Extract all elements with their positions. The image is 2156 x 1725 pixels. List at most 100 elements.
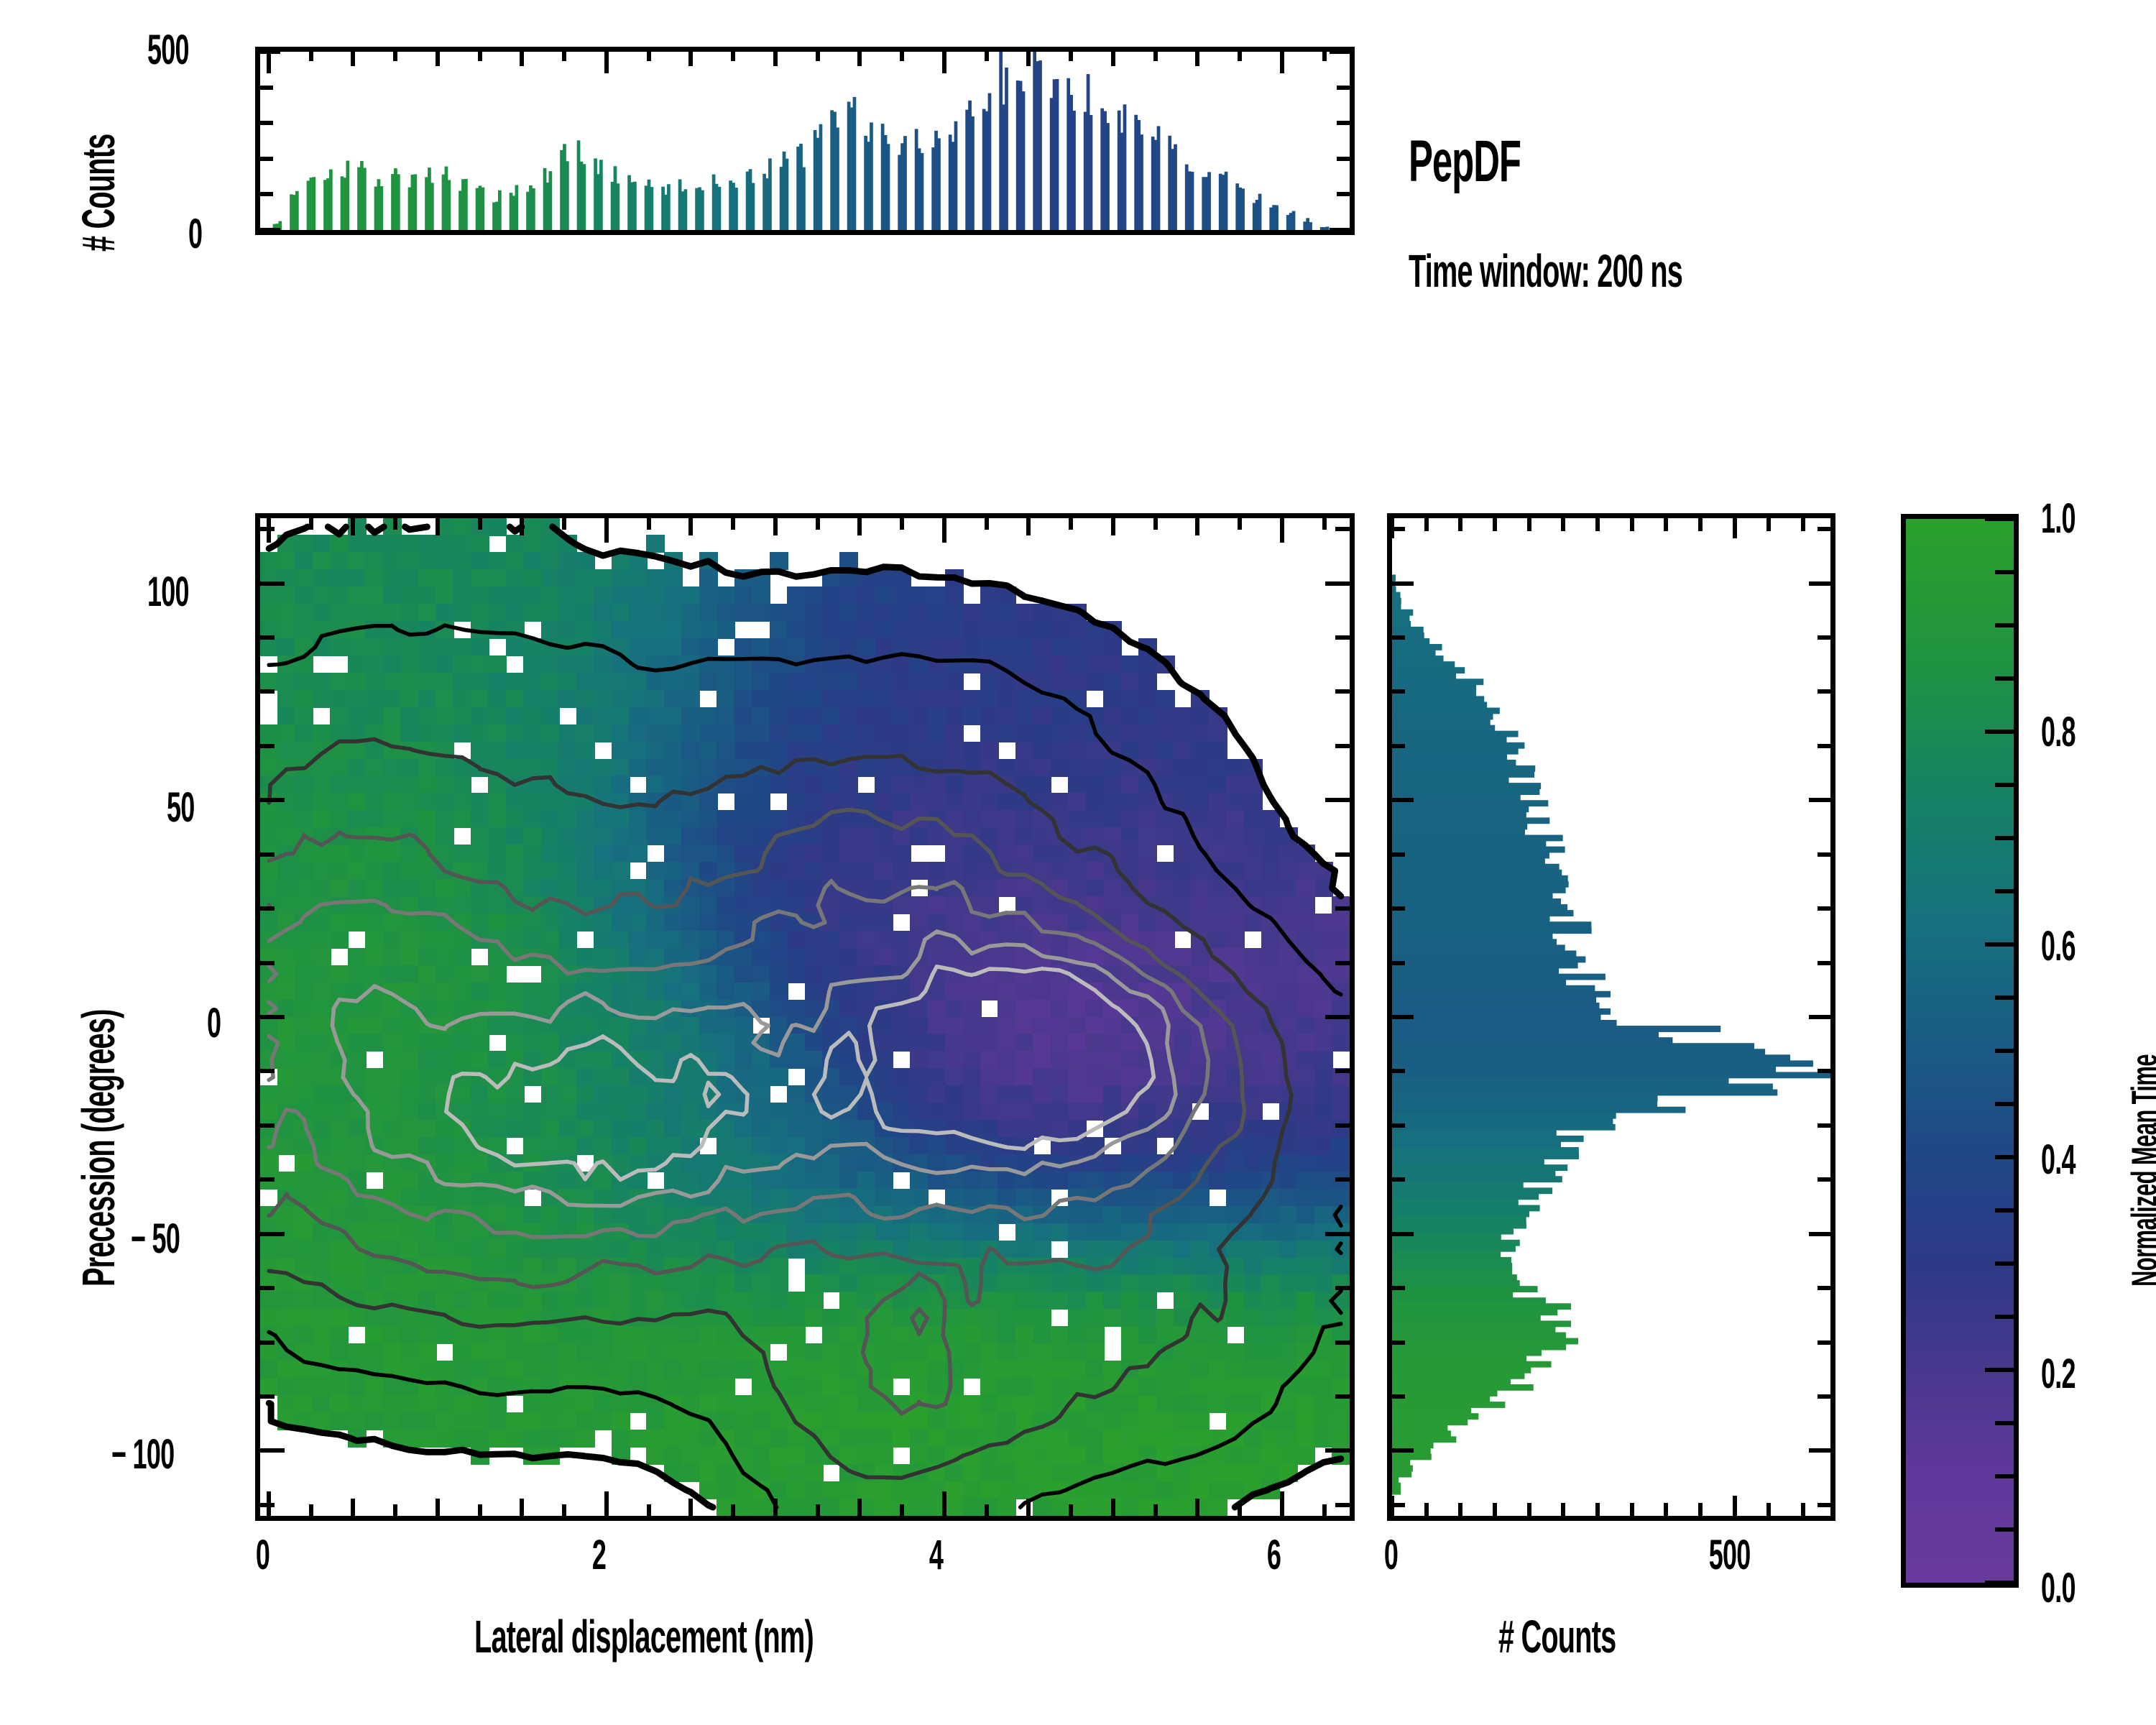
main-xtick-1.25 — [477, 1504, 482, 1516]
righthist-ytick-right-75 — [1818, 689, 1830, 694]
main-xtick-top-4.5 — [1026, 518, 1031, 535]
main-ytick--75 — [260, 1340, 275, 1345]
tophist-xtick-2.5 — [688, 52, 694, 66]
main-xtick-top-4.25 — [984, 518, 989, 530]
cbar-tick-0.60 — [1985, 942, 2014, 947]
colorbar-tick-0-8: 0.8 — [2041, 709, 2076, 755]
tophist-ytick-400 — [260, 85, 273, 90]
main-ytick-right-112.5 — [1335, 527, 1350, 532]
righthist-ytick-12.5 — [1392, 960, 1405, 965]
main-xtick-top-3.5 — [857, 518, 862, 535]
main-ytick-right--75 — [1335, 1340, 1350, 1345]
main-ylabel: Precession (degrees) — [73, 1009, 124, 1287]
main-xtick-3 — [773, 1499, 778, 1516]
righthist-ytick-right-62.5 — [1818, 743, 1830, 748]
main-xtick-2 — [604, 1491, 609, 1516]
cbar-tick-0.80 — [1985, 730, 2014, 734]
main-ytick-right--87.5 — [1335, 1394, 1350, 1399]
main-ytick-right--100 — [1325, 1448, 1350, 1453]
cbar-tick-0.10 — [1995, 1474, 2014, 1478]
main-xtick-5.5 — [1195, 1499, 1200, 1516]
tophist-xtick-6 — [1279, 52, 1284, 73]
main-ytick--50 — [260, 1231, 285, 1236]
main-ytick--62.5 — [260, 1286, 275, 1291]
cbar-tick-0.35 — [1995, 1208, 2014, 1213]
cbar-tick-0.40 — [1995, 1155, 2014, 1159]
righthist-xtick-top-350 — [1629, 518, 1634, 531]
righthist-ytick--75 — [1392, 1340, 1405, 1345]
main-ytick-right-0 — [1325, 1015, 1350, 1019]
top-hist-ytick-500: 500 — [147, 27, 190, 73]
tophist-ytick-right-300 — [1337, 121, 1350, 126]
tophist-ytick-500 — [260, 50, 280, 54]
tophist-ytick-right-0 — [1330, 228, 1350, 232]
main-xtick-top-6.25 — [1322, 518, 1327, 530]
cbar-tick-0.15 — [1995, 1421, 2014, 1425]
main-xtick-2.5 — [688, 1499, 694, 1516]
main-xtick-0.75 — [393, 1504, 398, 1516]
main-xtick-top-2.75 — [731, 518, 736, 530]
righthist-xtick-top-100 — [1458, 518, 1463, 531]
main-ytick-neg100: − 100 — [111, 1431, 175, 1478]
main-xtick-top-5.75 — [1238, 518, 1243, 530]
main-ytick-100: 100 — [147, 569, 190, 615]
righthist-xtick-250 — [1561, 1503, 1566, 1516]
righthist-ytick-right--112.5 — [1818, 1502, 1830, 1507]
colorbar-tick-0-2: 0.2 — [2041, 1351, 2076, 1397]
main-ytick-50: 50 — [167, 784, 195, 831]
tophist-xtick-2.75 — [731, 52, 736, 61]
main-xtick-top-5 — [1110, 518, 1115, 535]
main-ytick-neg50: − 50 — [131, 1215, 180, 1262]
main-xtick-1.75 — [562, 1504, 567, 1516]
tophist-xtick-0.75 — [393, 52, 398, 61]
top-histogram-canvas — [260, 52, 1350, 230]
tophist-xtick-2 — [604, 52, 609, 73]
cbar-tick-0.45 — [1995, 1102, 2014, 1106]
main-xtick-top-1 — [435, 518, 440, 535]
main-xtick-3.75 — [900, 1504, 905, 1516]
main-xtick-0.5 — [351, 1499, 356, 1516]
main-ytick-right--112.5 — [1335, 1502, 1350, 1507]
cbar-tick-0.20 — [1985, 1368, 2014, 1372]
tophist-xtick-1.75 — [562, 52, 567, 61]
main-xtick-top-4.75 — [1069, 518, 1074, 530]
righthist-ytick-right-37.5 — [1818, 852, 1830, 857]
main-xtick-1 — [435, 1499, 440, 1516]
tophist-xtick-6.25 — [1322, 52, 1327, 61]
cbar-tick-0.75 — [1995, 783, 2014, 787]
right-hist-xtick-500: 500 — [1708, 1532, 1751, 1578]
righthist-xtick-300 — [1595, 1503, 1600, 1516]
cbar-tick-0.50 — [1995, 1049, 2014, 1053]
main-ytick-right--12.5 — [1335, 1069, 1350, 1074]
top-histogram-ylabel: # Counts — [73, 134, 124, 252]
righthist-ytick-right--37.5 — [1818, 1177, 1830, 1182]
right-histogram-canvas — [1392, 518, 1830, 1516]
righthist-xtick-top-450 — [1697, 518, 1703, 531]
righthist-ytick-right-50 — [1809, 798, 1830, 803]
main-ytick-right-100 — [1325, 581, 1350, 586]
main-xtick-top-0.25 — [308, 518, 313, 530]
main-xtick-top-3.75 — [900, 518, 905, 530]
tophist-ytick-right-400 — [1337, 85, 1350, 90]
tophist-xtick-5.25 — [1153, 52, 1158, 61]
tophist-xtick-0.25 — [308, 52, 313, 61]
colorbar-frame — [1901, 514, 2019, 1588]
colorbar-tick-0-4: 0.4 — [2041, 1136, 2076, 1183]
righthist-xtick-500 — [1732, 1496, 1737, 1516]
colorbar-tick-0-0: 0.0 — [2041, 1565, 2076, 1611]
main-xtick-5 — [1110, 1499, 1115, 1516]
main-xtick-top-4 — [941, 518, 946, 543]
tophist-ytick-0 — [260, 228, 280, 232]
main-ytick-0: 0 — [207, 1000, 221, 1046]
tophist-ytick-200 — [260, 156, 273, 161]
righthist-ytick-right--100 — [1809, 1448, 1830, 1453]
figure-title: PepDF — [1409, 129, 1521, 194]
main-ytick-right-25 — [1335, 906, 1350, 911]
main-xtick-2.25 — [646, 1504, 651, 1516]
main-ytick-112.5 — [260, 527, 275, 532]
tophist-xtick-4.75 — [1069, 52, 1074, 61]
righthist-xtick-350 — [1629, 1503, 1634, 1516]
main-heatmap-canvas — [260, 518, 1350, 1516]
main-xtick-top-0.5 — [351, 518, 356, 535]
tophist-xtick-0.5 — [351, 52, 356, 66]
